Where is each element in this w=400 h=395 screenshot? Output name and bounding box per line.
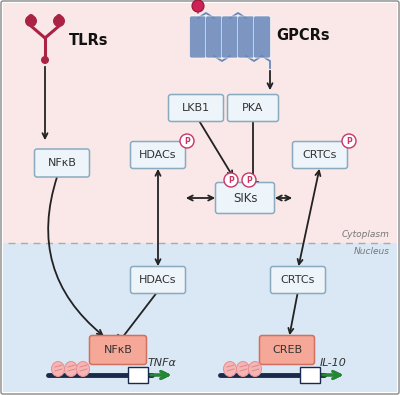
FancyBboxPatch shape — [130, 141, 186, 169]
FancyArrowPatch shape — [151, 372, 168, 378]
FancyBboxPatch shape — [168, 94, 224, 122]
Ellipse shape — [76, 361, 90, 376]
Circle shape — [242, 173, 256, 187]
FancyBboxPatch shape — [292, 141, 348, 169]
Text: NFκB: NFκB — [48, 158, 76, 168]
Text: CREB: CREB — [272, 345, 302, 355]
Text: HDACs: HDACs — [139, 150, 177, 160]
FancyBboxPatch shape — [216, 182, 274, 214]
Text: P: P — [346, 137, 352, 146]
Circle shape — [53, 15, 65, 27]
Text: PKA: PKA — [242, 103, 264, 113]
Bar — [3, 243, 397, 392]
Circle shape — [224, 173, 238, 187]
Text: CRTCs: CRTCs — [281, 275, 315, 285]
Ellipse shape — [52, 361, 64, 376]
FancyBboxPatch shape — [206, 16, 222, 58]
Circle shape — [180, 134, 194, 148]
FancyArrowPatch shape — [156, 171, 160, 264]
Ellipse shape — [236, 361, 250, 376]
Ellipse shape — [64, 361, 78, 376]
FancyBboxPatch shape — [130, 267, 186, 293]
FancyArrowPatch shape — [277, 196, 290, 201]
Circle shape — [25, 15, 37, 27]
FancyArrowPatch shape — [42, 67, 48, 138]
FancyArrowPatch shape — [188, 196, 213, 201]
FancyBboxPatch shape — [238, 16, 254, 58]
Circle shape — [56, 14, 62, 20]
FancyBboxPatch shape — [34, 149, 90, 177]
FancyArrowPatch shape — [323, 372, 340, 378]
Circle shape — [192, 0, 204, 12]
FancyBboxPatch shape — [228, 94, 278, 122]
FancyBboxPatch shape — [90, 335, 146, 365]
Circle shape — [28, 14, 34, 20]
Bar — [3, 3, 397, 243]
Text: SIKs: SIKs — [233, 192, 257, 205]
Circle shape — [41, 56, 49, 64]
FancyArrowPatch shape — [268, 71, 272, 88]
FancyBboxPatch shape — [222, 16, 238, 58]
FancyBboxPatch shape — [254, 16, 270, 58]
FancyBboxPatch shape — [190, 16, 206, 58]
FancyArrowPatch shape — [288, 294, 298, 333]
Text: P: P — [228, 176, 234, 185]
FancyBboxPatch shape — [270, 267, 326, 293]
Text: TLRs: TLRs — [69, 32, 108, 47]
Text: GPCRs: GPCRs — [276, 28, 330, 43]
FancyArrowPatch shape — [298, 171, 320, 264]
Text: CRTCs: CRTCs — [303, 150, 337, 160]
Text: NFκB: NFκB — [104, 345, 132, 355]
Ellipse shape — [224, 361, 236, 376]
FancyArrowPatch shape — [151, 371, 168, 379]
FancyArrowPatch shape — [48, 177, 102, 335]
FancyBboxPatch shape — [260, 335, 314, 365]
Ellipse shape — [248, 361, 262, 376]
Text: P: P — [246, 176, 252, 185]
Text: P: P — [184, 137, 190, 146]
FancyArrowPatch shape — [323, 371, 340, 379]
Text: IL-10: IL-10 — [320, 358, 347, 368]
Bar — [128, 367, 148, 383]
Text: HDACs: HDACs — [139, 275, 177, 285]
Bar — [300, 367, 320, 383]
Text: Nucleus: Nucleus — [354, 247, 390, 256]
Text: LKB1: LKB1 — [182, 103, 210, 113]
Text: Cytoplasm: Cytoplasm — [342, 230, 390, 239]
FancyArrowPatch shape — [200, 121, 232, 176]
Text: TNFα: TNFα — [148, 358, 177, 368]
Circle shape — [342, 134, 356, 148]
